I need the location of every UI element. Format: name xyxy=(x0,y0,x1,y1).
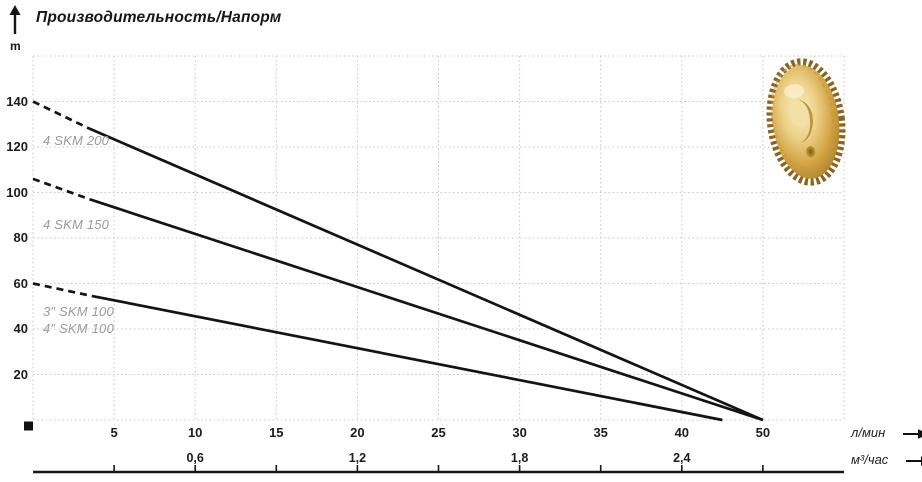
x-tick-label: 40 xyxy=(674,425,690,440)
pump-curve-dashed xyxy=(32,177,91,201)
x2-tick-label: 2,4 xyxy=(673,451,691,465)
impeller-photo xyxy=(766,58,846,186)
curve-label: 4″ SKM 100 xyxy=(43,321,114,336)
x-tick-label: 25 xyxy=(431,425,446,440)
origin-marker xyxy=(24,421,33,431)
x-axis-unit-label: л/мин xyxy=(851,425,886,440)
y-tick-label: 140 xyxy=(6,93,28,109)
up-arrow-icon xyxy=(9,5,21,34)
x-tick-label: 20 xyxy=(350,425,365,440)
x-tick-label: 5 xyxy=(110,425,118,440)
curve-label: 3″ SKM 100 xyxy=(43,304,114,319)
x2-axis-unit-label: м³/час xyxy=(851,452,889,467)
x-tick-label: 15 xyxy=(269,425,284,440)
pump-curve-dashed xyxy=(32,100,91,131)
pump-curve-dashed xyxy=(32,282,93,298)
curve-label: 4 SKM 200 xyxy=(43,133,110,148)
pump-curve xyxy=(89,127,764,422)
pump-curve xyxy=(91,294,723,422)
curve-label: 4 SKM 150 xyxy=(43,217,110,232)
y-tick-label: 120 xyxy=(6,139,28,154)
y-tick-label: 20 xyxy=(13,366,28,382)
x2-axis-unit: м³/час xyxy=(851,452,922,467)
x2-tick-label: 0,6 xyxy=(186,451,204,465)
x-tick-label: 30 xyxy=(512,425,527,440)
y-axis-unit-label: m xyxy=(10,39,21,53)
chart-title: Производительность/Напорм xyxy=(36,9,282,26)
y-tick-label: 60 xyxy=(13,275,28,291)
x2-tick-label: 1,2 xyxy=(348,451,367,465)
x-axis-unit: л/мин xyxy=(851,425,922,440)
x-tick-label: 10 xyxy=(187,425,203,440)
x-tick-label: 50 xyxy=(755,425,771,440)
arrow-right-icon xyxy=(905,455,922,466)
x2-tick-label: 1,8 xyxy=(510,451,529,465)
x-tick-label: 35 xyxy=(593,425,608,440)
y-tick-label: 40 xyxy=(13,321,28,336)
arrow-right-icon xyxy=(902,428,922,439)
pump-curve xyxy=(89,198,764,422)
y-tick-label: 80 xyxy=(13,230,28,245)
y-tick-label: 100 xyxy=(6,184,28,200)
